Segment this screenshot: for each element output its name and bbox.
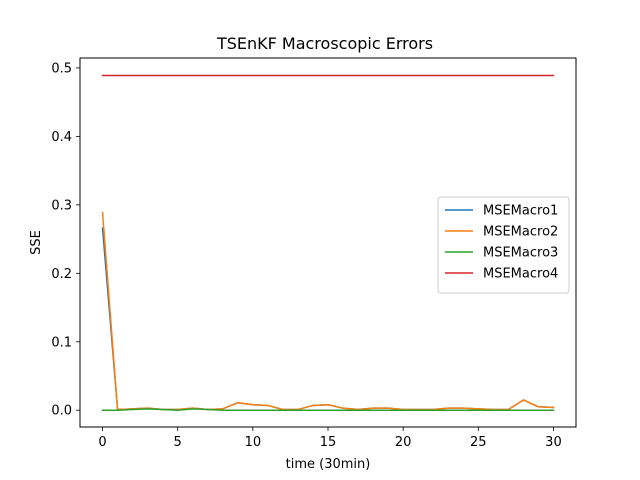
y-tick-label: 0.5 (51, 61, 72, 76)
x-tick-label: 10 (245, 435, 262, 450)
y-axis: 0.0 0.1 0.2 0.3 0.4 0.5 (51, 61, 80, 419)
legend-label-msemacro2: MSEMacro2 (483, 225, 558, 240)
series-line-msemacro3 (101, 408, 555, 411)
x-axis: 0 5 10 15 20 25 30 (98, 427, 562, 450)
y-tick-label: 0.2 (51, 267, 72, 282)
legend-label-msemacro1: MSEMacro1 (483, 204, 558, 219)
x-axis-label: time (30min) (286, 457, 371, 472)
x-tick-label: 30 (545, 435, 562, 450)
x-tick-label: 5 (174, 435, 182, 450)
y-tick-label: 0.1 (51, 335, 72, 350)
legend-label-msemacro3: MSEMacro3 (483, 246, 558, 261)
legend: MSEMacro1 MSEMacro2 MSEMacro3 MSEMacro4 (437, 196, 570, 294)
x-tick-label: 25 (470, 435, 487, 450)
series-layer (101, 74, 555, 411)
chart-title: TSEnKF Macroscopic Errors (216, 34, 433, 53)
x-tick-label: 20 (395, 435, 412, 450)
y-axis-label: SSE (29, 230, 44, 255)
x-tick-label: 0 (98, 435, 106, 450)
x-tick-label: 15 (320, 435, 337, 450)
legend-box (437, 196, 570, 294)
y-tick-label: 0.3 (51, 198, 72, 213)
y-tick-label: 0.4 (51, 130, 72, 145)
legend-label-msemacro4: MSEMacro4 (483, 267, 558, 282)
y-tick-label: 0.0 (51, 404, 72, 419)
